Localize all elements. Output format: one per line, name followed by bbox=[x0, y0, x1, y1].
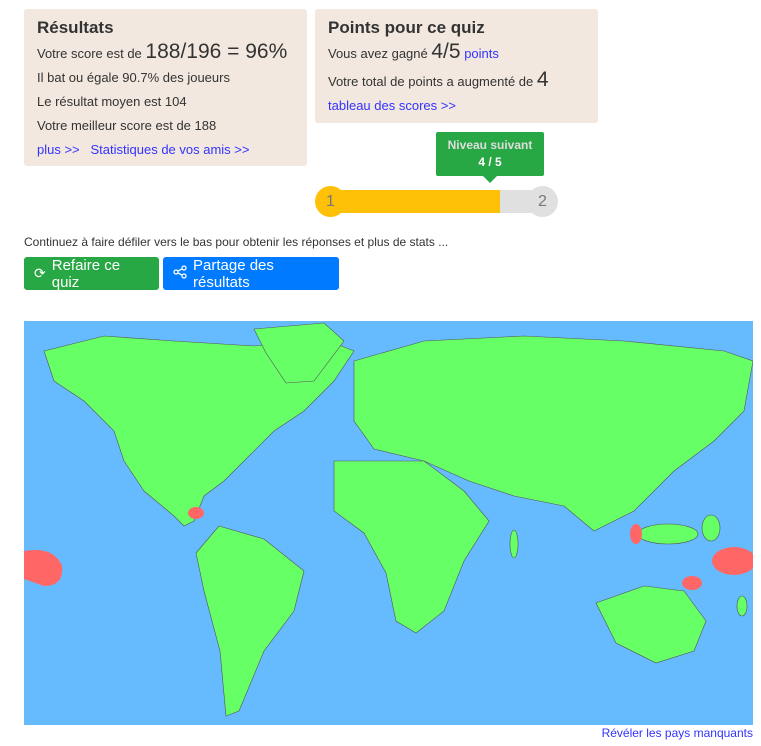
total-value: 4 bbox=[536, 68, 549, 91]
tooltip-value: 4 / 5 bbox=[478, 155, 502, 169]
next-level-tooltip: Niveau suivant 4 / 5 bbox=[436, 132, 544, 183]
average-text: Le résultat moyen est 104 bbox=[37, 94, 187, 109]
score-value: 188/196 = 96% bbox=[145, 40, 288, 63]
missing-pacific-east bbox=[712, 547, 756, 575]
points-title: Points pour ce quiz bbox=[328, 18, 485, 37]
level-start: 1 bbox=[315, 186, 346, 217]
missing-central-america bbox=[188, 507, 204, 519]
south-america bbox=[195, 525, 305, 717]
best-score-text: Votre meilleur score est de 188 bbox=[37, 118, 217, 133]
scroll-hint: Continuez à faire défiler vers le bas po… bbox=[24, 235, 449, 249]
reveal-missing-link[interactable]: Révéler les pays manquants bbox=[601, 726, 753, 740]
missing-pacific-west bbox=[24, 550, 63, 586]
score-label: Votre score est de bbox=[37, 46, 142, 61]
level-progress-bar: 1 2 bbox=[315, 186, 558, 217]
share-button[interactable]: Partage des résultats bbox=[163, 256, 339, 291]
australia bbox=[595, 585, 707, 664]
greenland bbox=[253, 322, 345, 384]
retry-label: Refaire ce quiz bbox=[51, 256, 121, 291]
percentile-text: Il bat ou égale 90.7% des joueurs bbox=[37, 70, 230, 85]
level-progress-fill bbox=[330, 190, 501, 213]
points-panel: Points pour ce quiz Vous avez gagné 4/5 … bbox=[315, 9, 598, 123]
total-label: Votre total de points a augmenté de bbox=[328, 74, 534, 89]
pacific-islands bbox=[637, 523, 699, 545]
missing-micronesia bbox=[630, 524, 642, 544]
share-label: Partage des résultats bbox=[193, 256, 274, 291]
earned-value: 4/5 bbox=[431, 40, 461, 63]
share-icon bbox=[173, 264, 187, 283]
earned-label: Vous avez gagné bbox=[328, 46, 428, 61]
points-link[interactable]: points bbox=[464, 46, 499, 61]
level-end: 2 bbox=[527, 186, 558, 217]
tooltip-title: Niveau suivant bbox=[447, 138, 533, 152]
refresh-icon: ⟳ bbox=[34, 265, 46, 281]
results-title: Résultats bbox=[37, 18, 114, 37]
friends-stats-link[interactable]: Statistiques de vos amis >> bbox=[90, 142, 250, 157]
leaderboard-link[interactable]: tableau des scores >> bbox=[328, 98, 456, 113]
more-link[interactable]: plus >> bbox=[37, 142, 80, 157]
retry-button[interactable]: ⟳ Refaire ce quiz bbox=[24, 256, 159, 291]
results-panel: Résultats Votre score est de 188/196 = 9… bbox=[24, 9, 307, 166]
eurasia bbox=[353, 335, 754, 532]
africa bbox=[333, 460, 490, 634]
world-map[interactable] bbox=[24, 321, 756, 725]
